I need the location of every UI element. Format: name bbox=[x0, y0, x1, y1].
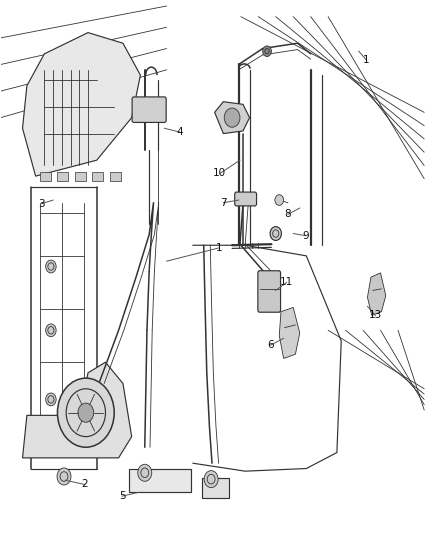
Circle shape bbox=[275, 195, 284, 205]
Text: 6: 6 bbox=[267, 340, 274, 350]
Text: 1: 1 bbox=[363, 55, 370, 65]
Text: 8: 8 bbox=[285, 209, 291, 220]
Circle shape bbox=[57, 378, 114, 447]
Text: 4: 4 bbox=[177, 127, 183, 137]
Text: 11: 11 bbox=[280, 278, 293, 287]
Circle shape bbox=[46, 260, 56, 273]
Text: 2: 2 bbox=[81, 480, 88, 489]
Polygon shape bbox=[22, 362, 132, 458]
FancyBboxPatch shape bbox=[235, 192, 257, 206]
Text: 10: 10 bbox=[213, 168, 226, 179]
Bar bbox=[92, 172, 103, 181]
Circle shape bbox=[270, 227, 282, 240]
Bar bbox=[75, 172, 86, 181]
Text: 5: 5 bbox=[119, 491, 125, 501]
Bar bbox=[110, 172, 121, 181]
Text: 3: 3 bbox=[38, 199, 45, 209]
Circle shape bbox=[263, 46, 272, 56]
Circle shape bbox=[46, 393, 56, 406]
FancyBboxPatch shape bbox=[258, 271, 281, 312]
Circle shape bbox=[224, 108, 240, 127]
Text: 9: 9 bbox=[302, 231, 309, 241]
Circle shape bbox=[46, 324, 56, 337]
Circle shape bbox=[78, 403, 94, 422]
Polygon shape bbox=[22, 33, 141, 176]
Bar bbox=[202, 478, 229, 498]
Bar bbox=[40, 172, 51, 181]
Circle shape bbox=[138, 464, 152, 481]
Text: 1: 1 bbox=[215, 243, 223, 253]
FancyBboxPatch shape bbox=[132, 97, 166, 123]
Polygon shape bbox=[367, 273, 386, 316]
Bar bbox=[57, 172, 68, 181]
Polygon shape bbox=[279, 308, 300, 359]
Circle shape bbox=[204, 471, 218, 488]
Polygon shape bbox=[215, 102, 250, 134]
Text: 7: 7 bbox=[220, 198, 227, 208]
Bar bbox=[130, 469, 191, 492]
Circle shape bbox=[57, 468, 71, 485]
Text: 13: 13 bbox=[369, 310, 382, 320]
